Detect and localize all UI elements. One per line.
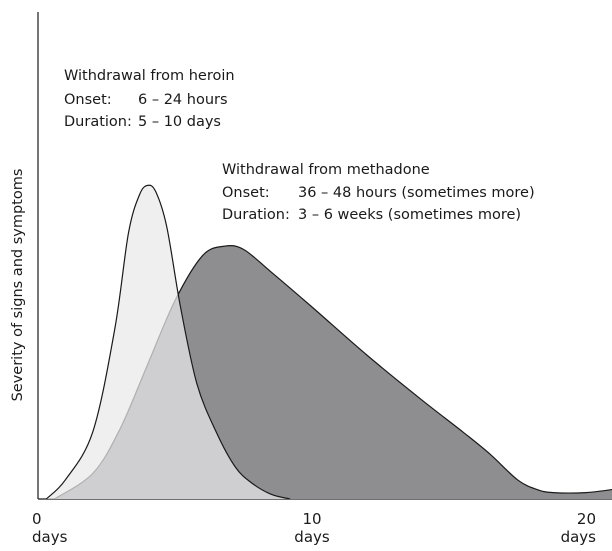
heroin-onset-label: Onset: xyxy=(64,92,112,108)
methadone-duration-label: Duration: xyxy=(222,207,290,223)
series-area-heroin xyxy=(46,185,291,499)
x-tick-label-20: 20 xyxy=(577,510,596,528)
x-tick-unit-20: days xyxy=(561,528,597,546)
x-tick-label-10: 10 xyxy=(302,510,321,528)
methadone-annotation-title: Withdrawal from methadone xyxy=(222,162,430,178)
x-tick-label-0: 0 xyxy=(32,510,42,528)
series-line-heroin xyxy=(45,184,291,500)
series-layer xyxy=(45,184,612,500)
x-tick-unit-10: days xyxy=(294,528,330,546)
methadone-onset-value: 36 – 48 hours (sometimes more) xyxy=(298,185,535,201)
methadone-duration-value: 3 – 6 weeks (sometimes more) xyxy=(298,207,521,223)
heroin-onset-value: 6 – 24 hours xyxy=(138,92,228,108)
methadone-onset-label: Onset: xyxy=(222,185,270,201)
x-tick-unit-0: days xyxy=(32,528,68,546)
methadone-annotation: Withdrawal from methadone Onset: 36 – 48… xyxy=(222,162,535,223)
heroin-annotation: Withdrawal from heroin Onset: 6 – 24 hou… xyxy=(64,68,235,130)
heroin-duration-value: 5 – 10 days xyxy=(138,114,221,130)
heroin-duration-label: Duration: xyxy=(64,114,132,130)
heroin-annotation-title: Withdrawal from heroin xyxy=(64,68,235,84)
y-axis-label: Severity of signs and symptoms xyxy=(10,169,26,402)
